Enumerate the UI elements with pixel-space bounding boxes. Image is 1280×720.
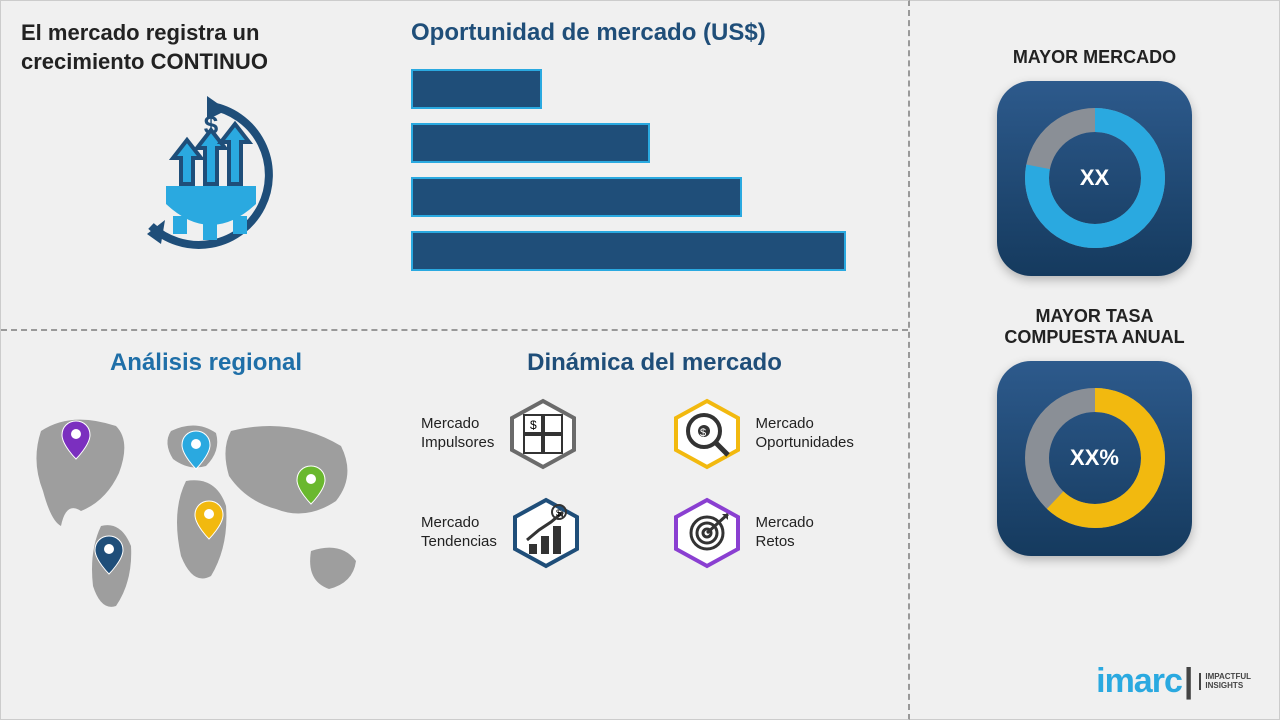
bottom-row: Análisis regional [1,331,908,691]
regional-title: Análisis regional [21,349,391,377]
kpi2-title: MAYOR TASA COMPUESTA ANUAL [1004,306,1184,349]
dynamics-title: Dinámica del mercado [411,349,898,377]
hexagon-icon: $ [670,397,744,471]
top-row: El mercado registra un crecimiento CONTI… [1,1,908,331]
left-panel: El mercado registra un crecimiento CONTI… [0,0,910,720]
hexagon-icon [670,496,744,570]
svg-text:$: $ [530,418,537,432]
hexagon-icon: $ [506,397,580,471]
bar [411,123,650,163]
dynamics-item: $ MercadoTendencias [421,496,640,570]
svg-text:$: $ [700,427,706,439]
dynamics-grid: $MercadoImpulsores$MercadoOportunidades$… [411,397,898,570]
dynamics-label: MercadoImpulsores [421,415,494,453]
kpi2-title-l2: COMPUESTA ANUAL [1004,327,1184,347]
opportunity-block: Oportunidad de mercado (US$) [401,19,898,319]
dynamics-item: MercadoRetos [670,496,889,570]
dynamics-block: Dinámica del mercado $MercadoImpulsores$… [391,349,898,681]
growth-line1: El mercado registra un [21,20,259,45]
growth-block: El mercado registra un crecimiento CONTI… [21,19,401,319]
bar [411,69,542,109]
kpi1-title: MAYOR MERCADO [1013,47,1176,69]
kpi2-card: XX% [997,361,1192,556]
growth-line2: crecimiento CONTINUO [21,49,268,74]
dynamics-label: MercadoTendencias [421,514,497,552]
kpi1-value: XX [1080,165,1109,191]
right-panel: MAYOR MERCADO XX MAYOR TASA COMPUESTA AN… [910,0,1280,720]
growth-title: El mercado registra un crecimiento CONTI… [21,19,401,76]
logo-tagline: IMPACTFUL INSIGHTS [1199,673,1251,691]
hexagon-icon: $ [509,496,583,570]
bar [411,231,846,271]
dynamics-label: MercadoRetos [756,514,814,552]
logo-brand: imarc [1096,662,1182,701]
regional-block: Análisis regional [21,349,391,681]
bar-chart [411,69,898,271]
growth-icon: $ [101,86,321,286]
bar [411,177,742,217]
opportunity-title: Oportunidad de mercado (US$) [411,19,898,47]
svg-text:$: $ [556,508,561,518]
kpi2-donut: XX% [1015,378,1175,538]
kpi1-card: XX [997,81,1192,276]
logo: imarc | IMPACTFUL INSIGHTS [1096,662,1251,701]
kpi2-title-l1: MAYOR TASA [1035,306,1153,326]
infographic-root: El mercado registra un crecimiento CONTI… [0,0,1280,720]
dynamics-item: $ MercadoOportunidades [670,397,889,471]
dynamics-label: MercadoOportunidades [756,415,854,453]
kpi1-donut: XX [1015,98,1175,258]
dynamics-item: $ MercadoImpulsores [421,397,640,471]
kpi2-value: XX% [1070,445,1119,471]
world-map [21,391,381,631]
